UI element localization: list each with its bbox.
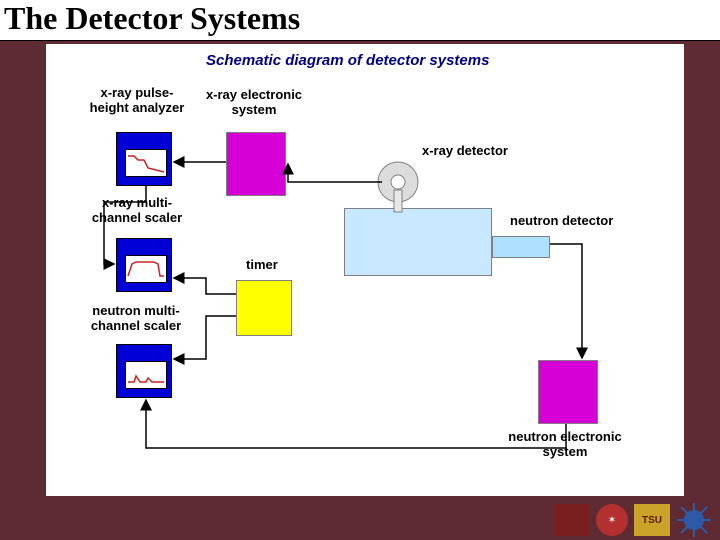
logo-2: ✶ (596, 504, 628, 536)
timer-box (236, 280, 292, 336)
logo-1 (554, 504, 590, 536)
schematic-title: Schematic diagram of detector systems (206, 52, 489, 69)
slide-root: The Detector Systems Schematic diagram o… (0, 0, 720, 540)
neutron-mcs-screen (125, 361, 167, 389)
footer-logos: ✶ TSU (554, 504, 712, 536)
title-bar: The Detector Systems (0, 0, 720, 42)
label-xray-mcs: x-ray multi-channel scaler (82, 196, 192, 226)
xray-pha-screen (125, 149, 167, 177)
xray-mcs-box (116, 238, 172, 292)
label-xray-pha: x-ray pulse-height analyzer (82, 86, 192, 116)
xray-pha-box (116, 132, 172, 186)
neutron-detector-large (344, 208, 492, 276)
label-xray-elec: x-ray electronicsystem (194, 88, 314, 118)
xray-detector-icon (376, 160, 422, 216)
schematic-diagram: Schematic diagram of detector systems x-… (46, 44, 684, 496)
logo-4 (676, 504, 712, 536)
slide-title: The Detector Systems (4, 0, 300, 37)
neutron-electronic-box (538, 360, 598, 424)
label-neutron-elec: neutron electronicsystem (490, 430, 640, 460)
logo-3: TSU (634, 504, 670, 536)
neutron-detector-small (492, 236, 550, 258)
label-timer: timer (246, 258, 278, 273)
label-neutron-mcs: neutron multi-channel scaler (76, 304, 196, 334)
title-underline (0, 40, 720, 42)
neutron-mcs-box (116, 344, 172, 398)
label-neutron-det: neutron detector (510, 214, 613, 229)
xray-mcs-screen (125, 255, 167, 283)
label-xray-det: x-ray detector (422, 144, 508, 159)
xray-electronic-box (226, 132, 286, 196)
